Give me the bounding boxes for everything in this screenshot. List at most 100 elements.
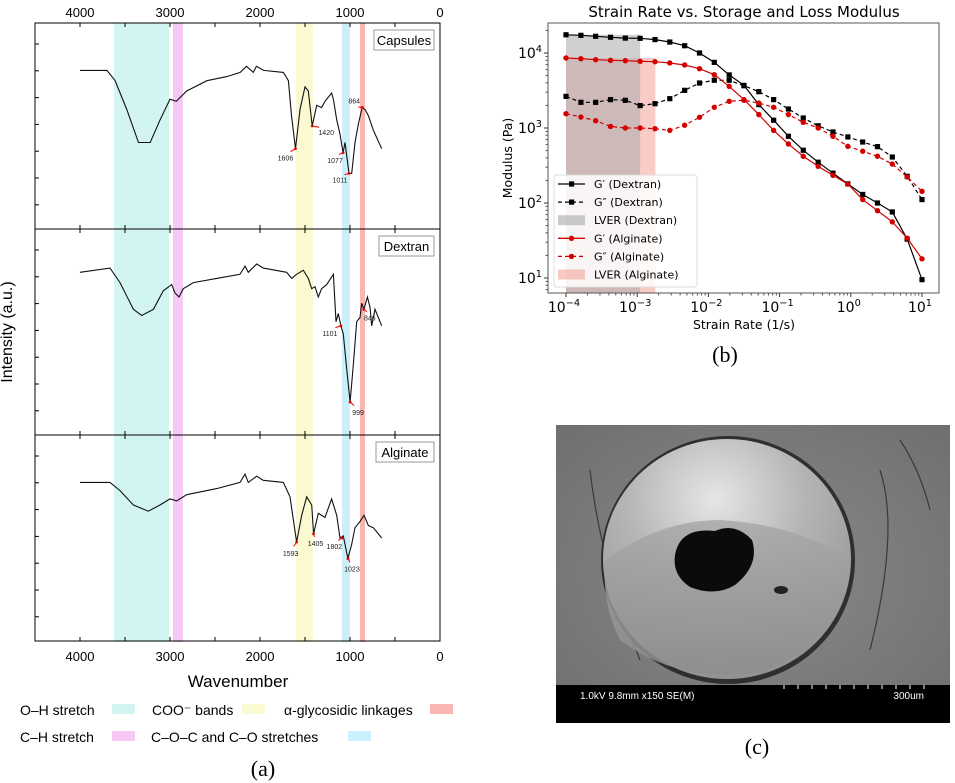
data-point [696,65,703,72]
spectrum-capsules [80,65,383,174]
data-point [741,83,747,89]
data-point [578,99,584,105]
data-point [563,93,569,99]
data-point [667,60,673,66]
x-tick-label: 1000 [336,5,365,20]
data-point [622,57,629,64]
legend-swatch [242,704,265,714]
data-point [889,154,895,160]
tick-label: 102 [518,194,542,212]
band-shading [114,23,366,642]
data-point [845,134,851,140]
data-point [785,141,792,147]
data-point [607,97,614,103]
peak-dot [310,124,314,128]
data-point [711,77,717,83]
data-point [563,55,569,61]
data-point [771,117,777,123]
data-point [696,50,703,56]
band-o-h-stretch [114,23,170,642]
data-point [652,125,658,132]
capsule-pore [774,586,788,594]
band--glycosidic-linkages [359,23,366,642]
band-coo-bands [296,23,314,642]
x-tick-label: 2000 [246,649,275,664]
tick-base: 10 [619,300,637,316]
peak-dot [348,400,352,404]
sem-info: 1.0kV 9.8mm x150 SE(M) [580,691,694,702]
data-point [800,115,806,121]
legend-label: α-glycosidic linkages [284,702,413,718]
data-point [622,125,629,131]
tick-exponent: −4 [566,298,580,309]
data-point [800,147,806,153]
x-axis-label: Strain Rate (1/s) [693,317,795,332]
data-point [919,277,925,283]
data-point [874,153,881,159]
legend-label: LVER (Dextran) [594,214,677,227]
tick-exponent: −2 [708,298,722,309]
data-point [860,191,866,198]
data-point [622,35,628,41]
data-point [860,196,866,203]
tick-label: 100 [837,298,861,316]
tick-base: 10 [690,300,708,316]
data-point [756,111,762,118]
capsule-opening [604,520,850,675]
legend-label: C–H stretch [20,729,94,745]
data-point [860,148,866,154]
data-point [637,125,643,131]
spectrum-dextran [79,263,383,403]
capsule-hole [674,528,754,592]
data-point [592,56,599,63]
peak-label: 864 [348,98,360,105]
legend-label: C–O–C and C–O stretches [151,729,318,745]
x-tick-label: 4000 [66,649,95,664]
tick-exponent: −1 [779,298,793,309]
peak-dot [341,151,345,155]
data-point [830,129,836,135]
peak-dot [362,307,366,311]
data-point [830,133,836,140]
legend-box [553,174,698,288]
data-point [607,123,614,130]
data-point [563,111,569,117]
legend-label: O–H stretch [20,702,95,718]
data-point [889,219,896,225]
legend-label: LVER (Alginate) [594,269,679,282]
legend-label: G″ (Alginate) [594,250,664,263]
data-point [919,188,925,195]
data-point [904,174,910,180]
band-c-o-c-and-c-o-stretches [341,23,350,642]
legend-marker [568,235,575,241]
peak-label: 1802 [327,544,343,551]
x-tick-label: 3000 [156,649,185,664]
data-point [667,96,673,102]
x-tick-label: 0 [436,649,443,664]
data-point [845,143,851,150]
tick-base: 10 [908,300,926,316]
data-point [770,104,777,110]
peak-dot [295,540,299,544]
data-point [667,39,673,45]
data-point [652,36,658,43]
data-point [652,101,658,107]
data-point [874,144,881,150]
y-axis-label: Intensity (a.u.) [0,281,16,382]
peak-labels: 1606 1420 1077 1011 864 1101 999 846 1593 1405 180… [278,98,376,573]
sem-info-bar [556,685,950,723]
spectrum-alginate [80,472,383,559]
panel-frame [34,22,441,230]
data-point [815,163,821,170]
legend-marker [568,253,575,260]
data-point [593,33,599,39]
data-point [770,127,777,134]
peak-label: 1420 [318,130,334,137]
peak-dot [346,557,350,560]
data-point [726,83,732,90]
data-point [756,100,762,106]
data-point [637,102,643,109]
data-point [696,80,703,86]
tick-label: 10−3 [619,298,651,316]
peak-label: 1405 [308,541,324,548]
